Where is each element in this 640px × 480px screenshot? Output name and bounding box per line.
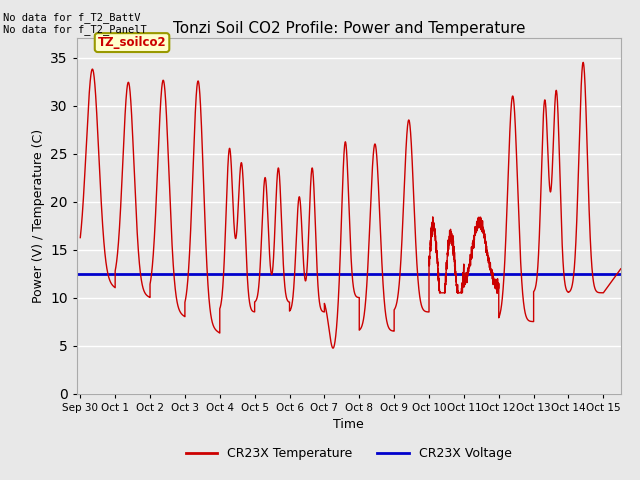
Text: TZ_soilco2: TZ_soilco2: [98, 36, 166, 49]
Text: No data for f_T2_BattV
No data for f_T2_PanelT: No data for f_T2_BattV No data for f_T2_…: [3, 12, 147, 36]
Legend: CR23X Temperature, CR23X Voltage: CR23X Temperature, CR23X Voltage: [181, 443, 516, 466]
Title: Tonzi Soil CO2 Profile: Power and Temperature: Tonzi Soil CO2 Profile: Power and Temper…: [173, 21, 525, 36]
X-axis label: Time: Time: [333, 418, 364, 431]
Y-axis label: Power (V) / Temperature (C): Power (V) / Temperature (C): [31, 129, 45, 303]
